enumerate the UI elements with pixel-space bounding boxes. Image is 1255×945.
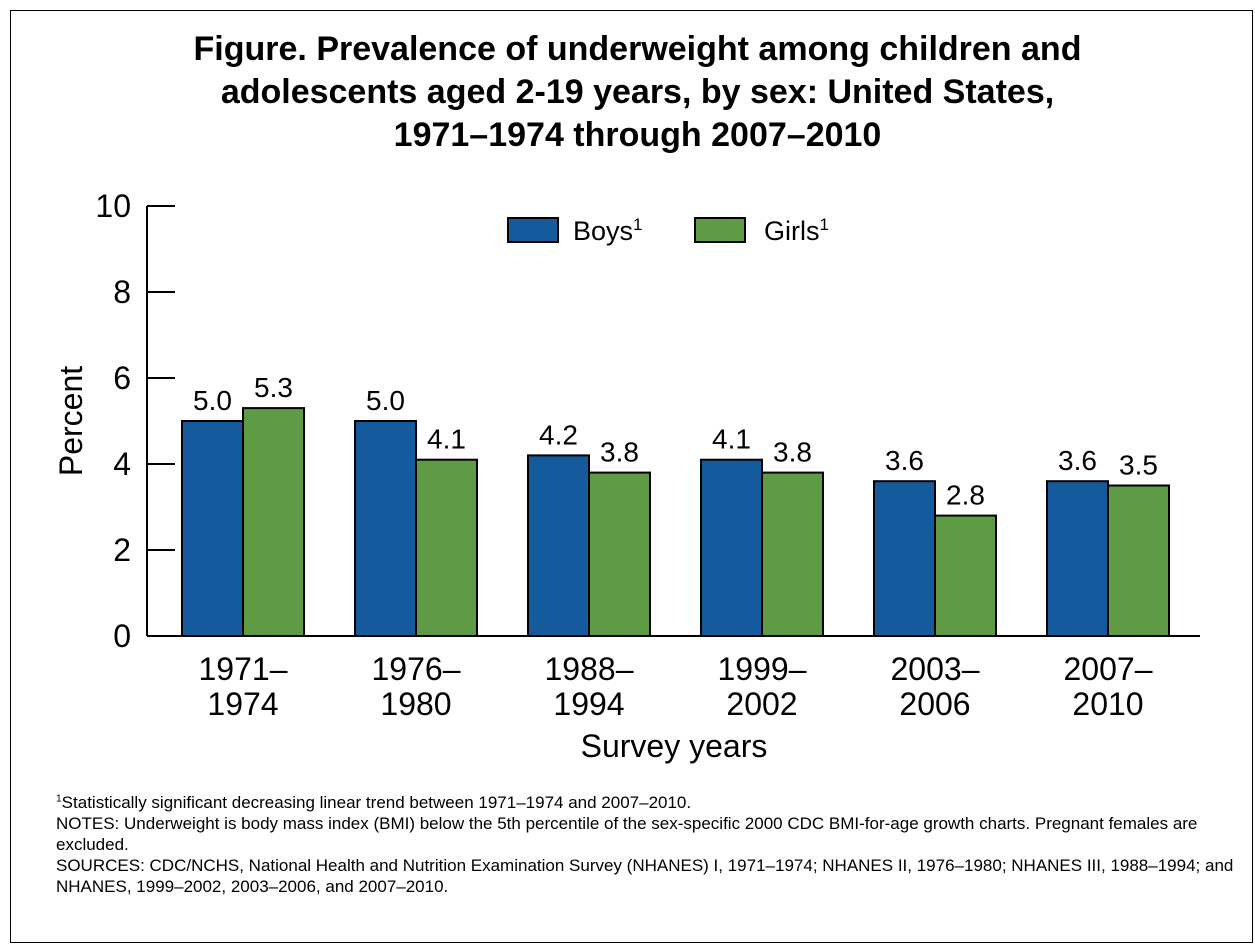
- x-axis-title: Survey years: [581, 728, 768, 764]
- x-tick-label: 2006: [899, 686, 970, 722]
- x-tick-label: 2010: [1072, 686, 1143, 722]
- x-tick-label: 1999–: [718, 651, 807, 687]
- chart-legend: Boys1 Girls1: [507, 215, 829, 246]
- x-tick-label: 1976–: [372, 651, 461, 687]
- data-label: 5.0: [193, 385, 232, 416]
- chart-title-line: adolescents aged 2-19 years, by sex: Uni…: [220, 73, 1055, 111]
- bar-boys: [354, 420, 417, 637]
- y-tick-label: 2: [113, 532, 131, 568]
- bar-girls: [588, 471, 651, 637]
- bar-girls: [415, 458, 478, 638]
- x-tick-label: 1994: [553, 686, 624, 722]
- footnote-mark: 1: [56, 793, 62, 805]
- data-label: 3.5: [1119, 450, 1158, 481]
- data-label: 3.8: [773, 437, 812, 468]
- data-label: 4.1: [712, 424, 751, 455]
- bar-girls: [761, 471, 824, 637]
- x-tick-label: 2003–: [891, 651, 980, 687]
- data-label: 5.3: [254, 372, 293, 403]
- x-tick-label: 2002: [726, 686, 797, 722]
- legend-label-boys: Boys1: [573, 215, 643, 246]
- y-tick-label: 4: [113, 446, 131, 482]
- chart-title-line: 1971–1974 through 2007–2010: [393, 116, 882, 154]
- legend-swatch-boys: [507, 217, 559, 243]
- bar-boys: [873, 480, 936, 638]
- sources-text: SOURCES: CDC/NCHS, National Health and N…: [56, 856, 1234, 896]
- data-label: 3.6: [885, 445, 924, 476]
- y-tick-label: 8: [113, 274, 131, 310]
- x-tick-label: 1988–: [545, 651, 634, 687]
- x-tick-label: 2007–: [1064, 651, 1153, 687]
- footnote-text: Statistically significant decreasing lin…: [61, 793, 692, 812]
- legend-label-girls: Girls1: [764, 215, 829, 246]
- data-label: 4.2: [539, 419, 578, 450]
- data-label: 4.1: [427, 424, 466, 455]
- chart-axes: 0 2 4 6 8 10 Percent Survey years 1971–1974 1976–…: [53, 188, 1200, 764]
- legend-swatch-girls: [694, 217, 746, 243]
- chart-bars: 5.0 5.3 5.0 4.1 4.2 3.8 4.1 3.8 3.6 2.8 3.6 3.5: [181, 372, 1170, 638]
- x-tick-label: 1974: [207, 686, 278, 722]
- y-axis-title: Percent: [53, 366, 89, 476]
- bar-girls: [242, 407, 305, 637]
- bar-boys: [700, 458, 763, 638]
- data-label: 3.8: [600, 437, 639, 468]
- data-label: 5.0: [366, 385, 405, 416]
- bar-girls: [1107, 484, 1170, 637]
- y-tick-label: 10: [95, 188, 131, 224]
- y-tick-label: 0: [113, 618, 131, 654]
- bar-boys: [1046, 480, 1109, 638]
- x-tick-label: 1971–: [199, 651, 288, 687]
- data-label: 2.8: [946, 480, 985, 511]
- figure-notes: 1Statistically significant decreasing li…: [56, 792, 1236, 897]
- footnote: 1Statistically significant decreasing li…: [56, 792, 1236, 813]
- bar-boys: [181, 420, 244, 637]
- chart-title-line: Figure. Prevalence of underweight among …: [193, 30, 1082, 68]
- data-label: 3.6: [1058, 445, 1097, 476]
- bar-boys: [527, 454, 590, 637]
- chart-title: Figure. Prevalence of underweight among …: [10, 28, 1255, 157]
- bar-girls: [934, 514, 997, 637]
- notes-text: NOTES: Underweight is body mass index (B…: [56, 814, 1198, 854]
- x-tick-label: 1980: [380, 686, 451, 722]
- y-tick-label: 6: [113, 360, 131, 396]
